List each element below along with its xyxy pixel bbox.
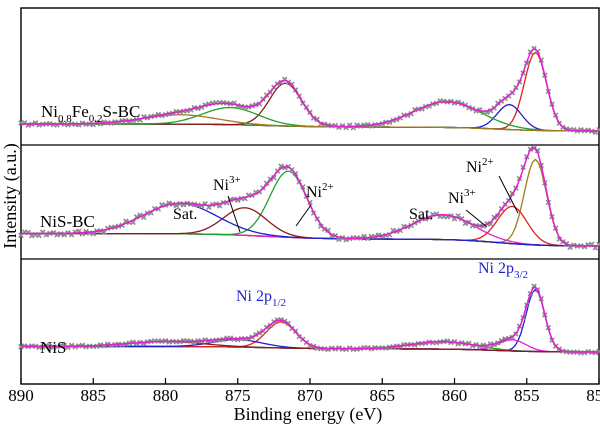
x-tick-label-865: 865	[370, 386, 396, 405]
panel-1	[18, 45, 600, 136]
x-tick-label-875: 875	[225, 386, 251, 405]
annotation-ni2-right: Ni2+	[466, 156, 494, 176]
pointer-ni3-right	[465, 209, 488, 228]
annotation-sat-left: Sat.	[173, 206, 197, 223]
annotation-ni-2p12: Ni 2p1/2	[236, 288, 286, 309]
component-ni3-2p3-2	[21, 205, 600, 247]
pointer-ni2-left	[295, 204, 312, 227]
panel-label-nis: NiS	[40, 338, 66, 357]
component-ni3-2p1-2	[21, 207, 600, 247]
annotation-ni2-left: Ni2+	[306, 181, 334, 201]
data-point	[271, 174, 277, 181]
pointer-ni3-left	[227, 195, 241, 233]
data-point	[495, 100, 501, 106]
x-axis-ticks: 890 885 880 875 870 865 860 855 850	[8, 378, 600, 405]
component-sat-2p1-2	[21, 202, 600, 247]
fit-envelope	[21, 285, 599, 353]
y-axis-title: Intensity (a.u.)	[0, 143, 21, 248]
annotation-sat-right: Sat.	[409, 206, 433, 223]
annotation-ni3-right: Ni3+	[448, 187, 476, 207]
panel-label-ni-fe-s-bc: Ni0.8Fe0.2S-BC	[41, 102, 140, 125]
x-tick-label-850: 850	[586, 386, 600, 405]
panel-3	[18, 283, 600, 356]
component-ni2-2p3-2	[21, 288, 599, 353]
data-point	[495, 213, 501, 219]
x-tick-label-890: 890	[8, 386, 34, 405]
fit-envelope	[21, 48, 599, 132]
annotation-ni3-left: Ni3+	[213, 174, 241, 194]
component-sat-2p3-2	[21, 214, 600, 247]
x-tick-label-880: 880	[153, 386, 179, 405]
panel-label-nis-bc: NiS-BC	[40, 212, 95, 231]
spectra-layer	[18, 45, 600, 356]
data-point	[325, 227, 331, 234]
x-axis-title: Binding energy (eV)	[234, 404, 383, 425]
x-tick-label-855: 855	[514, 386, 540, 405]
annotation-ni-2p32: Ni 2p3/2	[478, 260, 528, 281]
x-tick-label-870: 870	[297, 386, 323, 405]
x-tick-label-860: 860	[442, 386, 468, 405]
pointer-ni2-right	[498, 175, 519, 214]
fit-envelope	[21, 146, 600, 247]
panel-2	[18, 145, 600, 251]
x-tick-label-885: 885	[81, 386, 107, 405]
